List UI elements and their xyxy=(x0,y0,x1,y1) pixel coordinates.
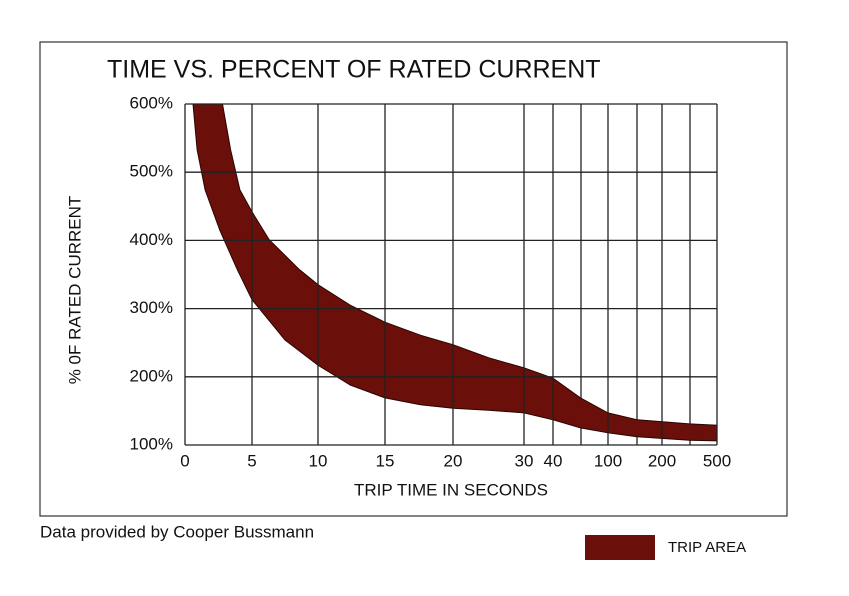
legend-swatch xyxy=(585,535,655,560)
y-axis-label: % 0F RATED CURRENT xyxy=(65,196,84,385)
trip-area xyxy=(192,103,718,442)
x-tick-label: 500 xyxy=(703,451,731,470)
x-tick-label: 100 xyxy=(594,451,622,470)
x-tick-label: 40 xyxy=(544,451,563,470)
x-tick-label: 0 xyxy=(180,451,189,470)
note: Data provided by Cooper Bussmann xyxy=(40,522,314,541)
y-tick-label: 500% xyxy=(130,162,173,181)
y-tick-label: 100% xyxy=(130,434,173,453)
y-tick-label: 400% xyxy=(130,230,173,249)
y-tick-label: 200% xyxy=(130,366,173,385)
y-tick-label: 600% xyxy=(130,93,173,112)
x-tick-label: 10 xyxy=(309,451,328,470)
y-tick-label: 300% xyxy=(130,298,173,317)
x-tick-label: 5 xyxy=(247,451,256,470)
legend-label: TRIP AREA xyxy=(668,539,746,556)
x-tick-label: 20 xyxy=(444,451,463,470)
x-axis-label: TRIP TIME IN SECONDS xyxy=(354,480,548,499)
plot xyxy=(580,104,691,445)
chart-title: TIME VS. PERCENT OF RATED CURRENT xyxy=(107,56,601,84)
x-tick-label: 200 xyxy=(648,451,676,470)
x-tick-label: 30 xyxy=(515,451,534,470)
x-tick-label: 15 xyxy=(376,451,395,470)
